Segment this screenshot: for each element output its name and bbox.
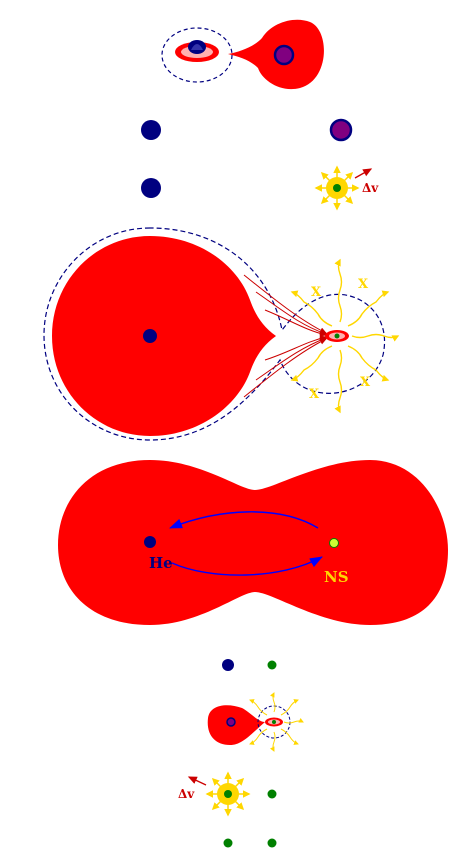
xray-label-2: X (358, 277, 369, 292)
xray-wavy-rays-small (249, 692, 304, 752)
ns-label: NS (324, 568, 349, 586)
blue-star (141, 178, 161, 198)
purple-star (329, 118, 353, 142)
kick-arrow (187, 776, 207, 786)
stage-2-detached (141, 118, 353, 142)
roche-lobe-dashed-small (257, 705, 291, 739)
neutron-star (267, 660, 277, 670)
wind-streams (243, 274, 327, 398)
roche-lobe-dashed-big (43, 227, 386, 441)
stage-4-xray-binary: X X X X (43, 227, 400, 441)
delta-v-label: Δv (362, 181, 379, 195)
neutron-star (267, 789, 277, 799)
neutron-star (333, 184, 341, 192)
neutron-star (329, 538, 339, 548)
xray-wavy-rays (290, 258, 400, 414)
he-star-core (226, 717, 236, 727)
xray-label-3: X (309, 387, 320, 402)
kick-arrow (354, 168, 373, 179)
accretor-jet (191, 44, 203, 50)
orbit-arrow-upper (169, 511, 319, 529)
new-neutron-star (224, 790, 232, 798)
xray-label-1: X (311, 285, 322, 300)
he-star-envelope (207, 705, 265, 745)
neutron-star (334, 333, 340, 339)
stage-1-mass-transfer (161, 19, 324, 90)
supergiant-core (143, 329, 157, 343)
stage-6-he-star-ns (222, 659, 277, 671)
stage-9-double-neutron-star (223, 838, 277, 848)
stage-5-common-envelope: He NS (58, 460, 448, 625)
xray-label-4: X (360, 375, 371, 390)
neutron-star-1 (223, 838, 233, 848)
common-envelope (58, 460, 448, 625)
he-label: He (149, 554, 173, 572)
orbit-arrow-lower (171, 556, 323, 576)
neutron-star (272, 720, 276, 724)
blue-star (141, 120, 161, 140)
supergiant-envelope (52, 236, 276, 436)
he-star (222, 659, 234, 671)
stage-8-second-supernova: Δv (178, 771, 277, 817)
delta-v-label: Δv (178, 787, 195, 801)
neutron-star-2 (267, 838, 277, 848)
stage-7-case-bb-transfer (207, 692, 304, 752)
donor-core (273, 44, 295, 66)
he-core (144, 536, 156, 548)
stage-3-supernova: Δv (141, 165, 379, 211)
